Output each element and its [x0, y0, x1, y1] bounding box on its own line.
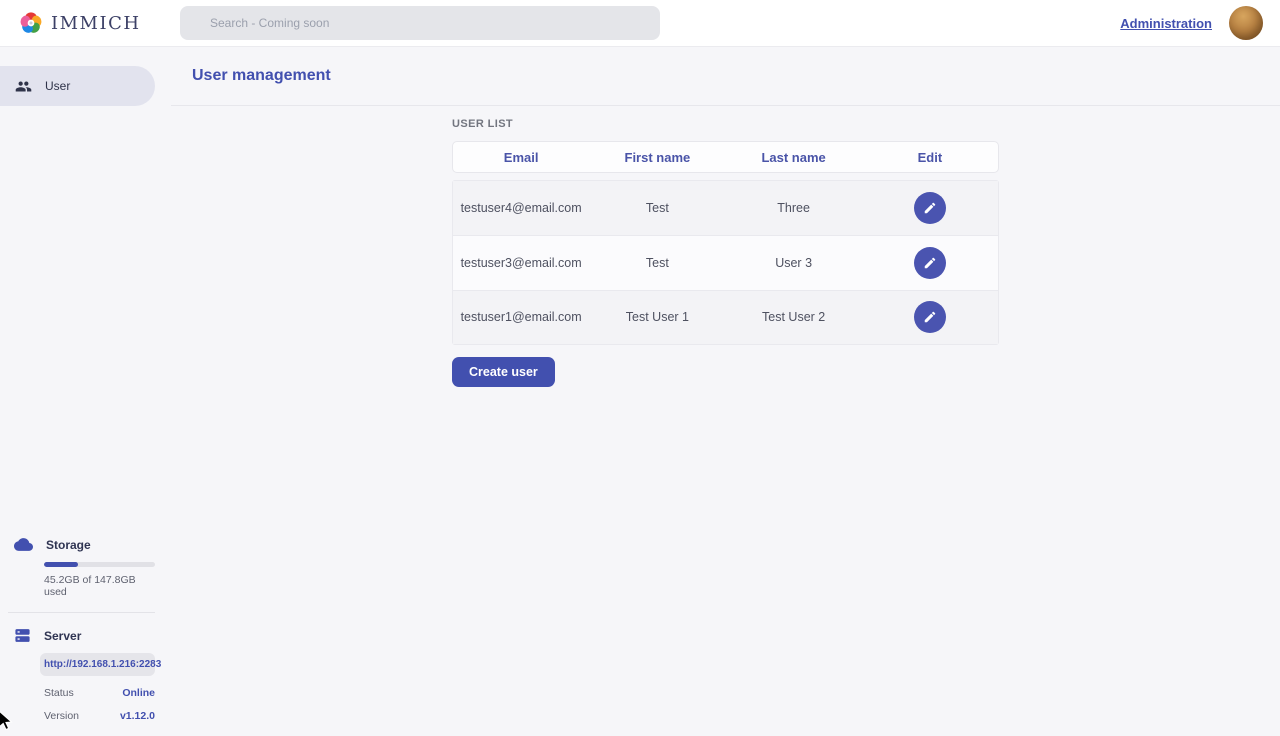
- column-header-email: Email: [503, 149, 539, 165]
- users-icon: [15, 78, 32, 95]
- server-status-row: Status Online: [44, 687, 155, 699]
- cell-first-name: Test User 1: [625, 310, 689, 325]
- column-header-edit: Edit: [917, 149, 943, 165]
- sidebar-item-label: User: [45, 79, 71, 93]
- cell-email: testuser1@email.com: [460, 310, 582, 325]
- pencil-icon: [923, 256, 937, 270]
- user-avatar[interactable]: [1229, 6, 1263, 40]
- user-list-section: USER LIST Email First name Last name Edi…: [452, 118, 999, 387]
- title-bar: User management: [171, 47, 1280, 106]
- storage-progress-fill: [44, 562, 78, 567]
- cell-last-name: User 3: [775, 255, 813, 270]
- column-header-last-name: Last name: [761, 149, 826, 165]
- table-header-row: Email First name Last name Edit: [452, 141, 999, 173]
- cloud-icon: [14, 535, 33, 554]
- server-version-label: Version: [44, 710, 80, 722]
- storage-usage-text: 45.2GB of 147.8GB used: [44, 574, 136, 598]
- user-list-label: USER LIST: [452, 118, 514, 130]
- table-row: testuser4@email.com Test Three: [453, 181, 998, 236]
- user-table-body: testuser4@email.com Test Three: [452, 180, 999, 345]
- storage-progress: [44, 562, 155, 567]
- cell-first-name: Test: [645, 255, 669, 270]
- administration-link[interactable]: Administration: [1120, 15, 1212, 31]
- server-status-label: Status: [44, 687, 74, 699]
- edit-user-button[interactable]: [913, 301, 946, 334]
- create-user-button[interactable]: Create user: [452, 356, 555, 387]
- sidebar-item-user[interactable]: User: [0, 66, 155, 106]
- cell-email: testuser4@email.com: [460, 201, 582, 216]
- navbar-right: Administration: [1120, 6, 1280, 40]
- mouse-cursor: [0, 709, 15, 736]
- storage-title: Storage: [46, 537, 91, 552]
- server-icon: [14, 627, 31, 644]
- footer-divider: [8, 612, 155, 613]
- storage-section: Storage 45.2GB of 147.8GB used: [0, 535, 171, 598]
- page-title: User management: [192, 67, 331, 84]
- pencil-icon: [923, 310, 937, 324]
- server-title: Server: [44, 628, 82, 643]
- edit-user-button[interactable]: [913, 246, 946, 279]
- sidebar: User Storage 45.2GB of 147.8GB used: [0, 47, 171, 730]
- cell-last-name: Three: [777, 201, 810, 216]
- main-content: User management USER LIST Email First na…: [171, 47, 1280, 730]
- cell-last-name: Test User 2: [762, 310, 826, 325]
- edit-user-button[interactable]: [913, 192, 946, 225]
- cell-first-name: Test: [645, 201, 669, 216]
- server-status-value: Online: [122, 687, 155, 699]
- table-row: testuser1@email.com Test User 1 Test Use…: [453, 289, 998, 344]
- top-navbar: IMMICH Administration: [0, 0, 1280, 47]
- app-name: IMMICH: [51, 12, 141, 34]
- cell-email: testuser3@email.com: [460, 255, 582, 270]
- immich-flower-icon: [18, 10, 44, 36]
- pencil-icon: [923, 201, 937, 215]
- server-section: Server http://192.168.1.216:2283 Status …: [0, 627, 171, 722]
- sidebar-footer: Storage 45.2GB of 147.8GB used: [0, 535, 171, 730]
- server-version-row: Version v1.12.0: [44, 710, 155, 722]
- search-input[interactable]: [180, 6, 660, 40]
- server-version-value: v1.12.0: [119, 710, 155, 722]
- table-row: testuser3@email.com Test User 3: [453, 235, 998, 289]
- column-header-first-name: First name: [624, 149, 691, 165]
- app-logo[interactable]: IMMICH: [0, 10, 180, 36]
- server-url-badge: http://192.168.1.216:2283: [40, 653, 161, 676]
